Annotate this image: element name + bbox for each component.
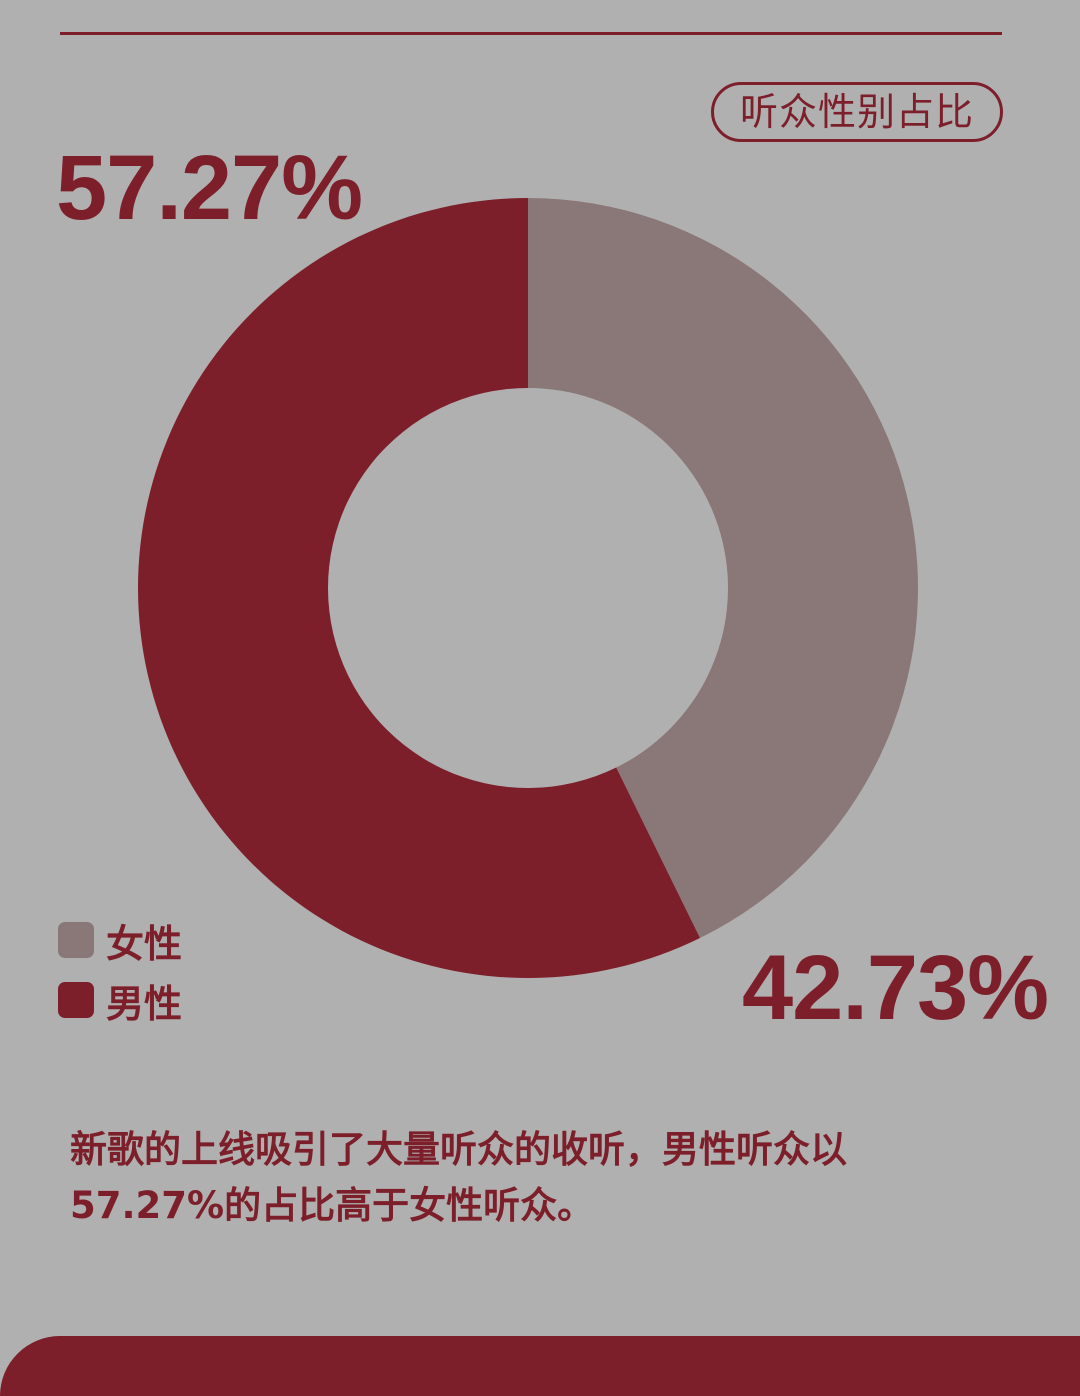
bottom-band xyxy=(0,1336,1080,1396)
donut-slice-female xyxy=(528,198,919,939)
legend-label-male: 男性 xyxy=(106,981,183,1026)
legend: 女性 男性 xyxy=(58,910,182,1030)
legend-swatch-male xyxy=(58,982,94,1018)
chart-title: 听众性别占比 xyxy=(711,82,1003,142)
legend-swatch-female xyxy=(58,922,94,958)
male-percentage-label: 57.27% xyxy=(56,137,363,239)
description-text: 新歌的上线吸引了大量听众的收听，男性听众以57.27%的占比高于女性听众。 xyxy=(70,1128,847,1227)
female-percentage-label: 42.73% xyxy=(742,937,1049,1039)
legend-item-male: 男性 xyxy=(58,970,182,1030)
legend-label-female: 女性 xyxy=(106,921,183,966)
donut-slice-male xyxy=(138,198,701,978)
top-divider xyxy=(60,32,1002,35)
legend-item-female: 女性 xyxy=(58,910,182,970)
